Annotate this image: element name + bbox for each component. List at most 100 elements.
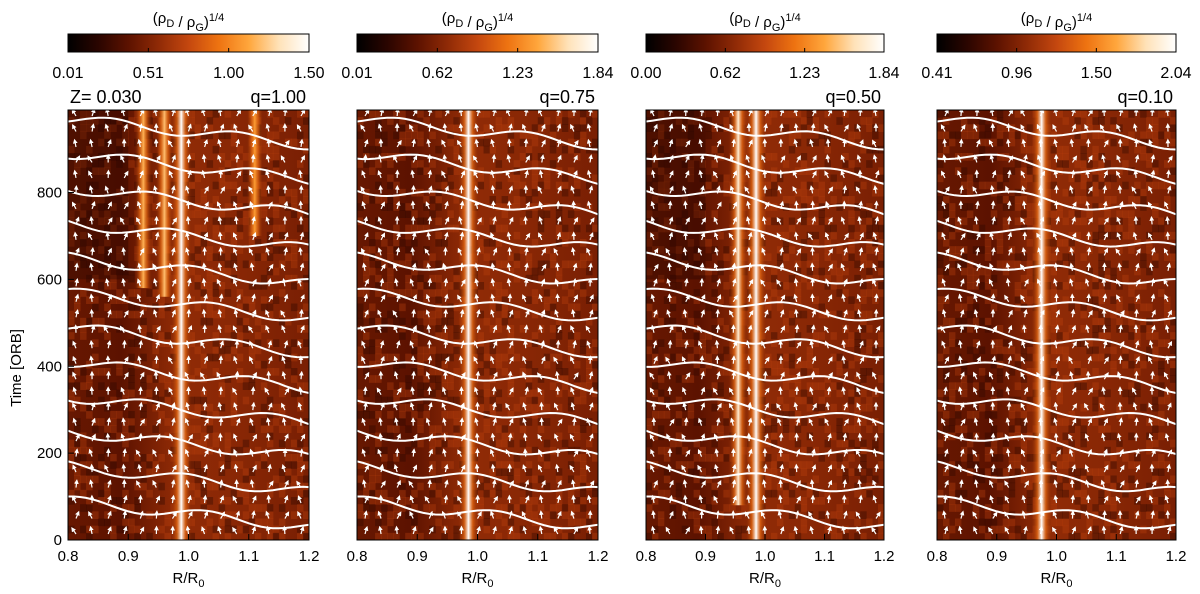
heatmap-cell bbox=[860, 310, 867, 319]
heatmap-cell bbox=[128, 289, 135, 297]
velocity-arrow bbox=[72, 355, 77, 364]
heatmap-cell bbox=[848, 454, 855, 462]
heatmap-cell bbox=[393, 504, 400, 512]
velocity-arrow bbox=[409, 495, 415, 504]
velocity-arrow bbox=[185, 185, 190, 194]
heatmap-cell bbox=[134, 332, 141, 340]
heatmap-cell bbox=[290, 188, 298, 197]
heatmap-cell bbox=[1104, 210, 1111, 218]
heatmap-cell bbox=[302, 253, 309, 261]
velocity-arrow bbox=[427, 355, 433, 364]
velocity-arrow bbox=[204, 418, 209, 426]
velocity-arrow bbox=[297, 402, 303, 411]
heatmap-cell bbox=[836, 425, 843, 433]
velocity-arrow bbox=[233, 402, 238, 411]
heatmap-cell bbox=[507, 346, 515, 355]
velocity-arrow bbox=[444, 185, 449, 194]
heatmap-cell bbox=[996, 196, 1004, 204]
heatmap-cell bbox=[990, 289, 998, 297]
velocity-arrow bbox=[139, 170, 144, 179]
heatmap-cell bbox=[800, 418, 808, 426]
heatmap-cell bbox=[224, 224, 232, 233]
heatmap-cell bbox=[477, 482, 485, 491]
heatmap-cell bbox=[549, 504, 557, 512]
velocity-arrow bbox=[74, 278, 80, 287]
heatmap-cell bbox=[717, 317, 724, 326]
heatmap-cell bbox=[387, 532, 394, 540]
heatmap-cell bbox=[375, 117, 382, 125]
heatmap-cell bbox=[212, 282, 220, 290]
velocity-arrow bbox=[89, 308, 95, 318]
heatmap-cell bbox=[477, 181, 485, 190]
velocity-arrow bbox=[490, 355, 495, 364]
heatmap-cell bbox=[254, 461, 262, 469]
heatmap-cell bbox=[417, 217, 424, 226]
heatmap-cell bbox=[693, 346, 701, 355]
heatmap-cell bbox=[110, 117, 117, 125]
heatmap-cell bbox=[818, 217, 825, 226]
velocity-arrow bbox=[490, 463, 496, 473]
heatmap-cell bbox=[284, 353, 292, 362]
heatmap-cell bbox=[818, 303, 825, 312]
velocity-arrow bbox=[459, 417, 465, 426]
velocity-arrow bbox=[394, 525, 400, 535]
heatmap-cell bbox=[483, 353, 491, 362]
heatmap-cell bbox=[68, 360, 75, 369]
heatmap-cell bbox=[405, 375, 412, 383]
velocity-arrow bbox=[411, 370, 416, 380]
heatmap-cell bbox=[776, 360, 784, 369]
heatmap-cell bbox=[218, 210, 226, 218]
heatmap-cell bbox=[194, 224, 202, 233]
velocity-arrow bbox=[492, 525, 497, 535]
heatmap-cell bbox=[669, 317, 677, 326]
heatmap-cell bbox=[818, 382, 825, 390]
velocity-arrow bbox=[186, 293, 192, 302]
heatmap-cell bbox=[284, 274, 292, 283]
heatmap-cell bbox=[555, 267, 563, 276]
velocity-arrow bbox=[425, 293, 431, 302]
heatmap-cell bbox=[140, 403, 147, 412]
velocity-arrow bbox=[123, 356, 129, 365]
heatmap-cell bbox=[717, 389, 724, 398]
velocity-arrow bbox=[249, 340, 254, 349]
heatmap-cell bbox=[830, 461, 837, 469]
heatmap-cell bbox=[483, 418, 491, 426]
heatmap-cell bbox=[812, 260, 820, 269]
heatmap-cell bbox=[806, 110, 814, 118]
heatmap-cell bbox=[525, 446, 533, 455]
heatmap-cell bbox=[966, 274, 974, 283]
heatmap-cell bbox=[1086, 296, 1093, 304]
velocity-arrow bbox=[249, 356, 254, 364]
heatmap-cell bbox=[146, 289, 153, 297]
heatmap-cell bbox=[579, 497, 587, 505]
velocity-arrow bbox=[107, 247, 112, 256]
velocity-arrow bbox=[361, 262, 367, 271]
heatmap-cell bbox=[369, 303, 376, 312]
heatmap-cell bbox=[770, 167, 778, 175]
heatmap-cell bbox=[693, 310, 701, 319]
velocity-arrow bbox=[250, 386, 256, 395]
velocity-arrow bbox=[297, 278, 302, 287]
heatmap-cell bbox=[260, 403, 268, 412]
heatmap-cell bbox=[836, 418, 843, 426]
heatmap-cell bbox=[1110, 525, 1117, 534]
heatmap-cell bbox=[711, 518, 718, 527]
heatmap-cell bbox=[573, 303, 581, 312]
heatmap-cell bbox=[519, 368, 527, 376]
velocity-arrow bbox=[459, 262, 465, 271]
heatmap-cell bbox=[405, 274, 412, 283]
heatmap-cell bbox=[194, 346, 202, 355]
heatmap-cell bbox=[866, 368, 873, 376]
heatmap-cell bbox=[537, 124, 545, 132]
heatmap-cell bbox=[782, 418, 790, 426]
velocity-arrow bbox=[75, 433, 80, 442]
velocity-arrow bbox=[106, 417, 112, 426]
heatmap-cell bbox=[429, 282, 436, 290]
velocity-arrow bbox=[825, 138, 831, 148]
velocity-arrow bbox=[187, 169, 192, 179]
heatmap-cell bbox=[954, 260, 962, 269]
velocity-arrow bbox=[74, 293, 80, 302]
heatmap-cell bbox=[423, 117, 430, 125]
heatmap-cell bbox=[284, 425, 292, 433]
heatmap-cell bbox=[537, 267, 545, 276]
